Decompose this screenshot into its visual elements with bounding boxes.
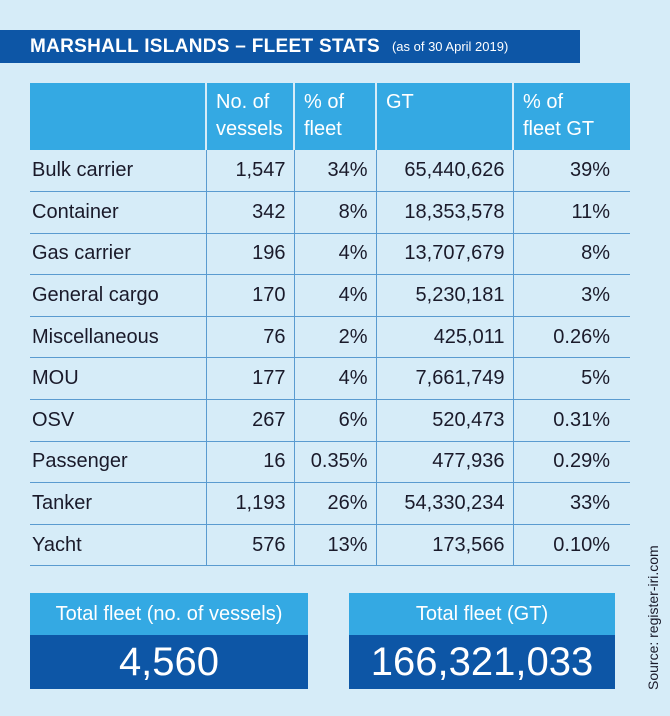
fleet-share-cell: 8% [293,191,376,234]
total-gt-label: Total fleet (GT) [349,593,615,635]
table-row: Gas carrier 196 4% 13,707,679 8% [30,233,630,276]
vessel-count-cell: 16 [205,441,294,484]
fleet-share-cell: 34% [293,150,376,193]
column-header-text: % of [304,91,345,113]
column-header-1: No. of vessels [205,83,294,150]
vessel-count-cell: 196 [205,233,294,276]
fleet-share-cell: 2% [293,316,376,359]
table-header-row: No. of vessels % of fleet GT % of fleet GT [30,83,630,150]
gt-share-cell: 5% [512,357,630,401]
vessel-type-cell: MOU [30,357,206,401]
vessel-type-cell: Tanker [30,482,206,525]
vessel-count-cell: 76 [205,316,294,359]
gt-share-cell: 3% [512,274,630,317]
fleet-share-cell: 4% [293,274,376,317]
vessel-count-cell: 267 [205,399,294,442]
fleet-share-cell: 0.35% [293,441,376,484]
column-header-text: fleet GT [523,118,595,140]
total-gt-value: 166,321,033 [349,635,615,689]
column-header-2: % of fleet [293,83,376,150]
vessel-count-cell: 1,193 [205,482,294,525]
gt-share-cell: 0.29% [512,441,630,484]
gross-tonnage-cell: 54,330,234 [375,482,513,525]
gt-share-cell: 11% [512,191,630,234]
column-header-4: % of fleet GT [512,83,630,150]
table-row: Tanker 1,193 26% 54,330,234 33% [30,482,630,525]
gt-share-cell: 0.31% [512,399,630,442]
column-header-text: GT [386,91,414,113]
gross-tonnage-cell: 18,353,578 [375,191,513,234]
table-row: Bulk carrier 1,547 34% 65,440,626 39% [30,150,630,193]
gross-tonnage-cell: 520,473 [375,399,513,442]
vessel-count-cell: 576 [205,524,294,567]
total-vessels-label: Total fleet (no. of vessels) [30,593,308,635]
gross-tonnage-cell: 7,661,749 [375,357,513,401]
column-header-text: % of [523,91,564,113]
table-row: Passenger 16 0.35% 477,936 0.29% [30,441,630,484]
vessel-type-cell: Yacht [30,524,206,567]
total-vessels-box: Total fleet (no. of vessels) 4,560 [30,593,308,689]
gt-share-cell: 0.26% [512,316,630,359]
column-header-0 [30,83,206,150]
vessel-type-cell: Passenger [30,441,206,484]
column-header-text: vessels [216,118,283,140]
gross-tonnage-cell: 425,011 [375,316,513,359]
column-header-text: No. of [216,91,270,113]
table-row: MOU 177 4% 7,661,749 5% [30,357,630,401]
fleet-share-cell: 4% [293,233,376,276]
chart-subtitle: (as of 30 April 2019) [391,39,509,54]
title-bar: MARSHALL ISLANDS – FLEET STATS (as of 30… [0,30,580,63]
gross-tonnage-cell: 5,230,181 [375,274,513,317]
column-header-text: fleet [304,118,342,140]
chart-title: MARSHALL ISLANDS – FLEET STATS [30,35,380,57]
gt-share-cell: 0.10% [512,524,630,567]
total-vessels-value: 4,560 [30,635,308,689]
column-header-3: GT [375,83,513,150]
fleet-share-cell: 6% [293,399,376,442]
vessel-count-cell: 1,547 [205,150,294,193]
gross-tonnage-cell: 477,936 [375,441,513,484]
fleet-stats-table: No. of vessels % of fleet GT % of fleet GT Bul… [30,83,630,567]
vessel-count-cell: 170 [205,274,294,317]
vessel-type-cell: Gas carrier [30,233,206,276]
vessel-type-cell: Bulk carrier [30,150,206,193]
gross-tonnage-cell: 13,707,679 [375,233,513,276]
table-row: General cargo 170 4% 5,230,181 3% [30,274,630,317]
gt-share-cell: 33% [512,482,630,525]
fleet-share-cell: 4% [293,357,376,401]
table-row: OSV 267 6% 520,473 0.31% [30,399,630,442]
table-body: Bulk carrier 1,547 34% 65,440,626 39% Contain… [30,150,630,567]
total-gt-box: Total fleet (GT) 166,321,033 [349,593,615,689]
table-row: Miscellaneous 76 2% 425,011 0.26% [30,316,630,359]
fleet-share-cell: 26% [293,482,376,525]
vessel-count-cell: 177 [205,357,294,401]
vessel-count-cell: 342 [205,191,294,234]
gt-share-cell: 8% [512,233,630,276]
vessel-type-cell: Miscellaneous [30,316,206,359]
gt-share-cell: 39% [512,150,630,193]
gross-tonnage-cell: 173,566 [375,524,513,567]
vessel-type-cell: General cargo [30,274,206,317]
fleet-share-cell: 13% [293,524,376,567]
vessel-type-cell: OSV [30,399,206,442]
source-note: Source: register-iri.com [645,545,661,690]
vessel-type-cell: Container [30,191,206,234]
table-row: Yacht 576 13% 173,566 0.10% [30,524,630,567]
table-row: Container 342 8% 18,353,578 11% [30,191,630,234]
gross-tonnage-cell: 65,440,626 [375,150,513,193]
